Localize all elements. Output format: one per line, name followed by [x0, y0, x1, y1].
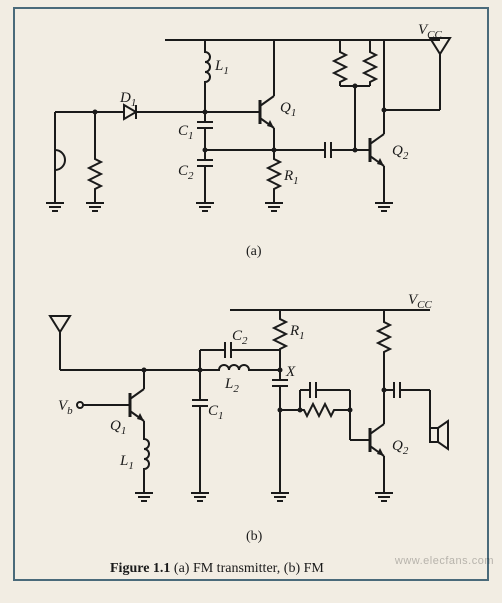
label-Q2-a: Q2 [392, 143, 409, 162]
figure-page: VCC L1 Q1 C1 C2 R1 [0, 0, 502, 603]
capacitor-C2-a [197, 150, 213, 176]
capacitor-C2-b [215, 342, 241, 358]
panel-a-label: (a) [246, 244, 262, 259]
label-C1-b: C1 [208, 403, 224, 422]
panel-b-label: (b) [246, 529, 263, 544]
capacitor-C1-b [192, 390, 208, 416]
circuit-b: VCC Vb Q1 L1 C1 C2 [50, 292, 448, 544]
watermark: www.elecfans.com [395, 555, 494, 567]
series-res-b [300, 404, 338, 416]
label-X: X [285, 364, 296, 380]
label-Q1-a: Q1 [280, 100, 296, 119]
inductor-L2-b [215, 365, 253, 370]
resistor-R1-b [274, 315, 286, 353]
vcc-label-b: VCC [408, 292, 433, 311]
bias-res1-a [334, 48, 346, 86]
label-C2-a: C2 [178, 163, 194, 182]
microphone-a [55, 150, 65, 170]
antenna-a [430, 38, 450, 72]
speaker-b [430, 421, 448, 449]
input-res-a [89, 155, 101, 193]
transistor-Q2-a [360, 134, 384, 166]
transistor-Q1-b [120, 389, 144, 421]
bias-res2-a [364, 48, 376, 86]
capacitor-C1-a [197, 112, 213, 138]
label-C1-a: C1 [178, 123, 194, 142]
label-R1-b: R1 [289, 323, 305, 342]
figure-svg: VCC L1 Q1 C1 C2 R1 [0, 0, 502, 603]
transistor-Q1-a [250, 96, 274, 128]
coupling-cap-a [315, 142, 341, 158]
label-L1-b: L1 [119, 453, 134, 472]
label-Q2-b: Q2 [392, 438, 409, 457]
inductor-L1-b [144, 435, 149, 473]
figure-caption: Figure 1.1 (a) FM transmitter, (b) FM [110, 561, 324, 576]
label-L1-a: L1 [214, 58, 229, 77]
inductor-L1-a [205, 48, 210, 86]
transistor-Q2-b [360, 424, 384, 456]
label-Q1-b: Q1 [110, 418, 126, 437]
parallel-cap-b [300, 382, 326, 398]
label-R1-a: R1 [283, 168, 299, 187]
output-cap-b [384, 382, 410, 398]
label-C2-b: C2 [232, 328, 248, 347]
collector-res-b [378, 318, 390, 356]
resistor-R1-a [268, 155, 280, 193]
label-L2-b: L2 [224, 376, 239, 395]
label-Vb: Vb [58, 398, 73, 417]
antenna-b [50, 316, 70, 350]
circuit-a: VCC L1 Q1 C1 C2 R1 [46, 22, 450, 259]
